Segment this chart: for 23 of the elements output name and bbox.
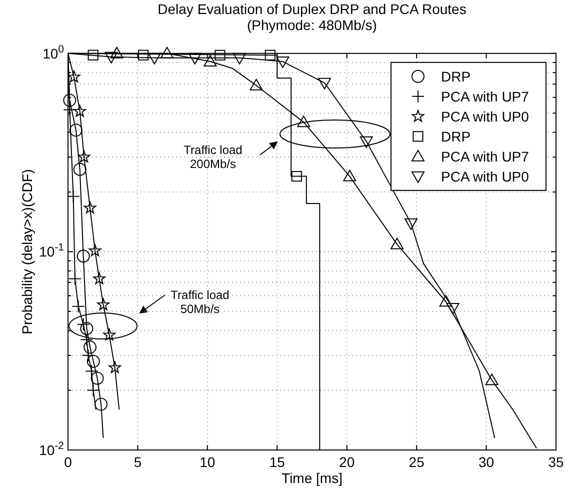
x-tick-label: 15 [269, 454, 286, 470]
x-tick-label: 20 [339, 454, 355, 470]
x-tick-label: 25 [408, 454, 425, 470]
x-tick-label: 10 [200, 454, 216, 470]
annotation: Traffic load 200Mb/s [184, 143, 242, 171]
x-tick-label: 5 [134, 454, 142, 470]
legend-label: PCA with UP7 [441, 88, 530, 104]
legend-label: PCA with UP0 [441, 108, 530, 124]
x-tick-label: 35 [548, 454, 564, 470]
legend-label: PCA with UP0 [441, 168, 530, 184]
y-axis-title: Probability (delay>x)(CDF) [19, 169, 35, 334]
chart-subtitle: (Phymode: 480Mb/s) [247, 17, 377, 33]
annotation: Traffic load 50Mb/s [170, 288, 230, 316]
y-tick-label: 10$^{-2}$ [39, 440, 64, 458]
x-tick-label: 0 [64, 454, 72, 470]
y-tick-label: 10$^{0}$ [42, 43, 64, 62]
chart-title: Delay Evaluation of Duplex DRP and PCA Routes [158, 1, 466, 17]
y-tick-label: 10$^{-1}$ [39, 242, 64, 260]
x-axis-title: Time [ms] [282, 470, 342, 486]
x-tick-label: 30 [478, 454, 494, 470]
legend-label: PCA with UP7 [441, 148, 530, 164]
legend-label: DRP [441, 128, 471, 144]
legend-label: DRP [441, 68, 471, 84]
